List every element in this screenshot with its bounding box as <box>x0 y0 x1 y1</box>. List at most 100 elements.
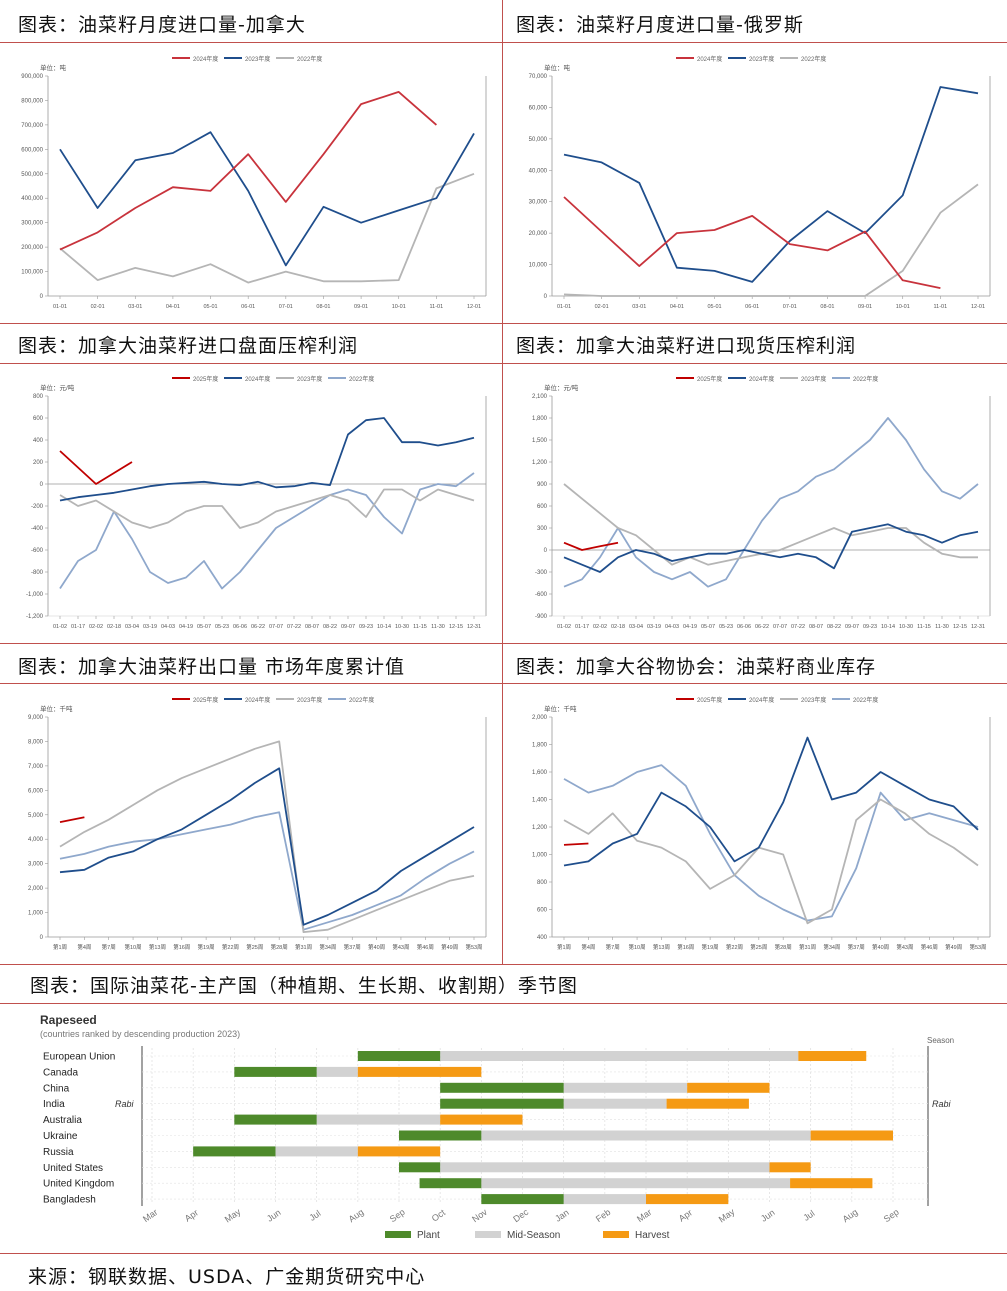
x-tick-label: 01-01 <box>53 304 67 310</box>
y-tick-label: 600,000 <box>21 147 43 153</box>
y-tick-label: -300 <box>535 570 548 576</box>
y-tick-label: 0 <box>544 294 548 300</box>
legend-label: 2025年度 <box>697 375 722 383</box>
y-tick-label: 4,000 <box>28 837 44 843</box>
series-line <box>59 488 475 529</box>
x-tick-label: 11-30 <box>935 624 949 630</box>
series-line <box>563 183 979 297</box>
y-tick-label: -400 <box>31 526 44 532</box>
x-tick-label: 03-19 <box>143 624 157 630</box>
chart-canada-imports: 2024年度 2023年度 2022年度 单位：吨 0 100,000 200,000 300… <box>2 46 498 318</box>
x-tick-label: 第4周 <box>581 943 595 951</box>
month-label: Mar <box>635 1207 653 1224</box>
y-tick-label: 600 <box>33 416 44 422</box>
x-tick-label: 第16周 <box>173 943 190 951</box>
x-tick-label: 第28周 <box>271 943 288 951</box>
chart-export-cumulative: 2025年度 2024年度 2023年度 2022年度 单位：千吨 0 1,000 2,000… <box>2 687 498 959</box>
x-tick-label: 第1周 <box>53 943 67 951</box>
y-tick-label: 3,000 <box>28 862 44 868</box>
x-tick-label: 09-07 <box>845 624 859 630</box>
x-tick-label: 10-14 <box>377 624 391 630</box>
phase-bar-mid <box>316 1114 441 1125</box>
divider <box>0 323 1007 324</box>
x-tick-label: 12-31 <box>467 624 481 630</box>
x-tick-label: 08-07 <box>809 624 823 630</box>
series-line <box>59 172 475 284</box>
unit-label: 单位：吨 <box>544 63 571 72</box>
y-tick-label: 0 <box>40 935 44 941</box>
legend-swatch <box>475 1231 501 1238</box>
y-tick-label: 2,000 <box>532 715 548 721</box>
phase-bar-mid <box>316 1066 358 1077</box>
unit-label: 单位：千吨 <box>544 704 577 713</box>
x-tick-label: 07-07 <box>773 624 787 630</box>
country-label: China <box>43 1083 70 1094</box>
x-tick-label: 第31周 <box>799 943 816 951</box>
unit-label: 单位：吨 <box>40 63 67 72</box>
legend-label: 2024年度 <box>245 375 270 383</box>
y-tick-label: 1,200 <box>532 825 548 831</box>
series-line <box>563 86 979 283</box>
y-tick-label: 400 <box>537 935 548 941</box>
series-line <box>563 196 941 289</box>
country-label: United States <box>43 1163 103 1174</box>
y-tick-label: -800 <box>31 570 44 576</box>
legend-label: 2023年度 <box>297 696 322 704</box>
x-tick-label: 01-01 <box>557 304 571 310</box>
y-tick-label: 600 <box>537 504 548 510</box>
y-tick-label: 5,000 <box>28 813 44 819</box>
x-tick-label: 04-01 <box>166 304 180 310</box>
phase-bar-mid <box>481 1178 791 1189</box>
legend-label: 2022年度 <box>853 696 878 704</box>
legend-label: 2024年度 <box>697 55 722 63</box>
x-tick-label: 第40周 <box>872 943 889 951</box>
phase-bar-plant <box>440 1082 564 1093</box>
phase-bar-plant <box>357 1051 441 1061</box>
y-tick-label: 300 <box>537 526 548 532</box>
legend-label: Mid-Season <box>507 1230 560 1241</box>
x-tick-label: 第43周 <box>896 943 913 951</box>
x-tick-label: 第13周 <box>149 943 166 951</box>
x-tick-label: 09-01 <box>858 304 872 310</box>
x-tick-label: 02-02 <box>89 624 103 630</box>
x-tick-label: 12-15 <box>449 624 463 630</box>
y-tick-label: 700,000 <box>21 123 43 129</box>
legend-label: 2023年度 <box>801 696 826 704</box>
month-label: Oct <box>430 1207 448 1224</box>
x-tick-label: 01-17 <box>575 624 589 630</box>
series-line <box>563 541 619 551</box>
series-line <box>563 736 979 867</box>
y-tick-label: 500,000 <box>21 172 43 178</box>
phase-bar-mid <box>563 1098 667 1109</box>
chart-futures-crush-margin: 2025年度 2024年度 2023年度 2022年度 单位：元/吨 -1,200 -1,0… <box>2 366 498 638</box>
chart-title: 图表：油菜籽月度进口量-加拿大 <box>18 14 306 36</box>
phase-bar-harvest <box>357 1146 441 1157</box>
series-line <box>59 131 475 267</box>
rabi-label: Rabi <box>932 1099 952 1109</box>
y-tick-label: -1,000 <box>26 592 44 598</box>
series-line <box>59 816 85 823</box>
phase-bar-harvest <box>646 1194 729 1205</box>
x-tick-label: 07-01 <box>279 304 293 310</box>
series-line <box>563 798 979 925</box>
y-tick-label: 400,000 <box>21 196 43 202</box>
x-tick-label: 06-22 <box>755 624 769 630</box>
phase-bar-mid <box>440 1051 799 1061</box>
x-tick-label: 07-01 <box>783 304 797 310</box>
phase-bar-harvest <box>357 1066 482 1077</box>
series-line <box>59 767 475 926</box>
phase-bar-plant <box>419 1178 482 1189</box>
legend-label: 2022年度 <box>853 375 878 383</box>
divider <box>0 363 1007 364</box>
phase-bar-harvest <box>666 1098 749 1109</box>
series-line <box>59 91 437 251</box>
month-label: Jan <box>553 1207 571 1224</box>
x-tick-label: 02-02 <box>593 624 607 630</box>
x-tick-label: 第10周 <box>124 943 141 951</box>
divider <box>502 0 503 964</box>
x-tick-label: 02-18 <box>611 624 625 630</box>
month-label: Jul <box>801 1208 816 1223</box>
y-tick-label: 2,100 <box>532 394 548 400</box>
x-tick-label: 03-19 <box>647 624 661 630</box>
month-label: Feb <box>594 1207 612 1224</box>
